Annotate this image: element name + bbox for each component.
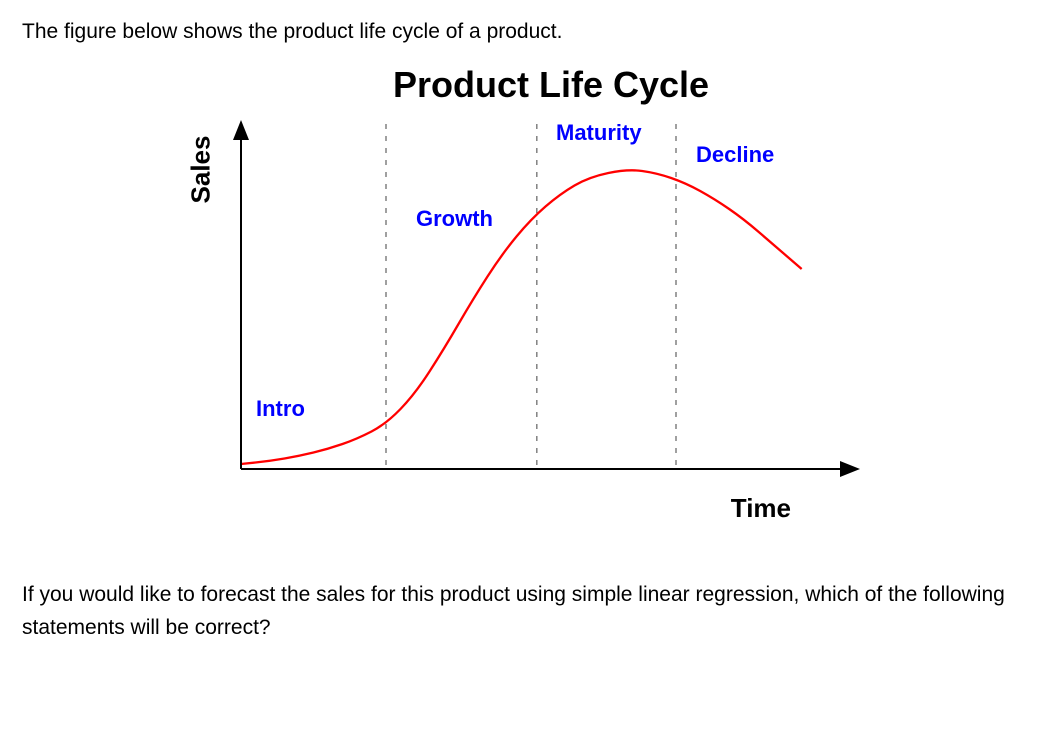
product-life-cycle-chart: Product Life Cycle Sales Intro Growth Matu… <box>20 64 1022 524</box>
chart-title: Product Life Cycle <box>393 64 709 106</box>
sales-curve <box>241 170 802 464</box>
intro-text: The figure below shows the product life … <box>22 20 1022 44</box>
phase-label-maturity: Maturity <box>556 120 642 146</box>
phase-label-decline: Decline <box>696 142 774 168</box>
chart-svg <box>221 114 861 489</box>
y-axis-label: Sales <box>186 136 217 204</box>
chart-plot-area: Intro Growth Maturity Decline <box>221 114 861 489</box>
followup-question: If you would like to forecast the sales … <box>22 579 1022 644</box>
x-axis-label: Time <box>221 493 861 524</box>
phase-label-growth: Growth <box>416 206 493 232</box>
phase-label-intro: Intro <box>256 396 305 422</box>
